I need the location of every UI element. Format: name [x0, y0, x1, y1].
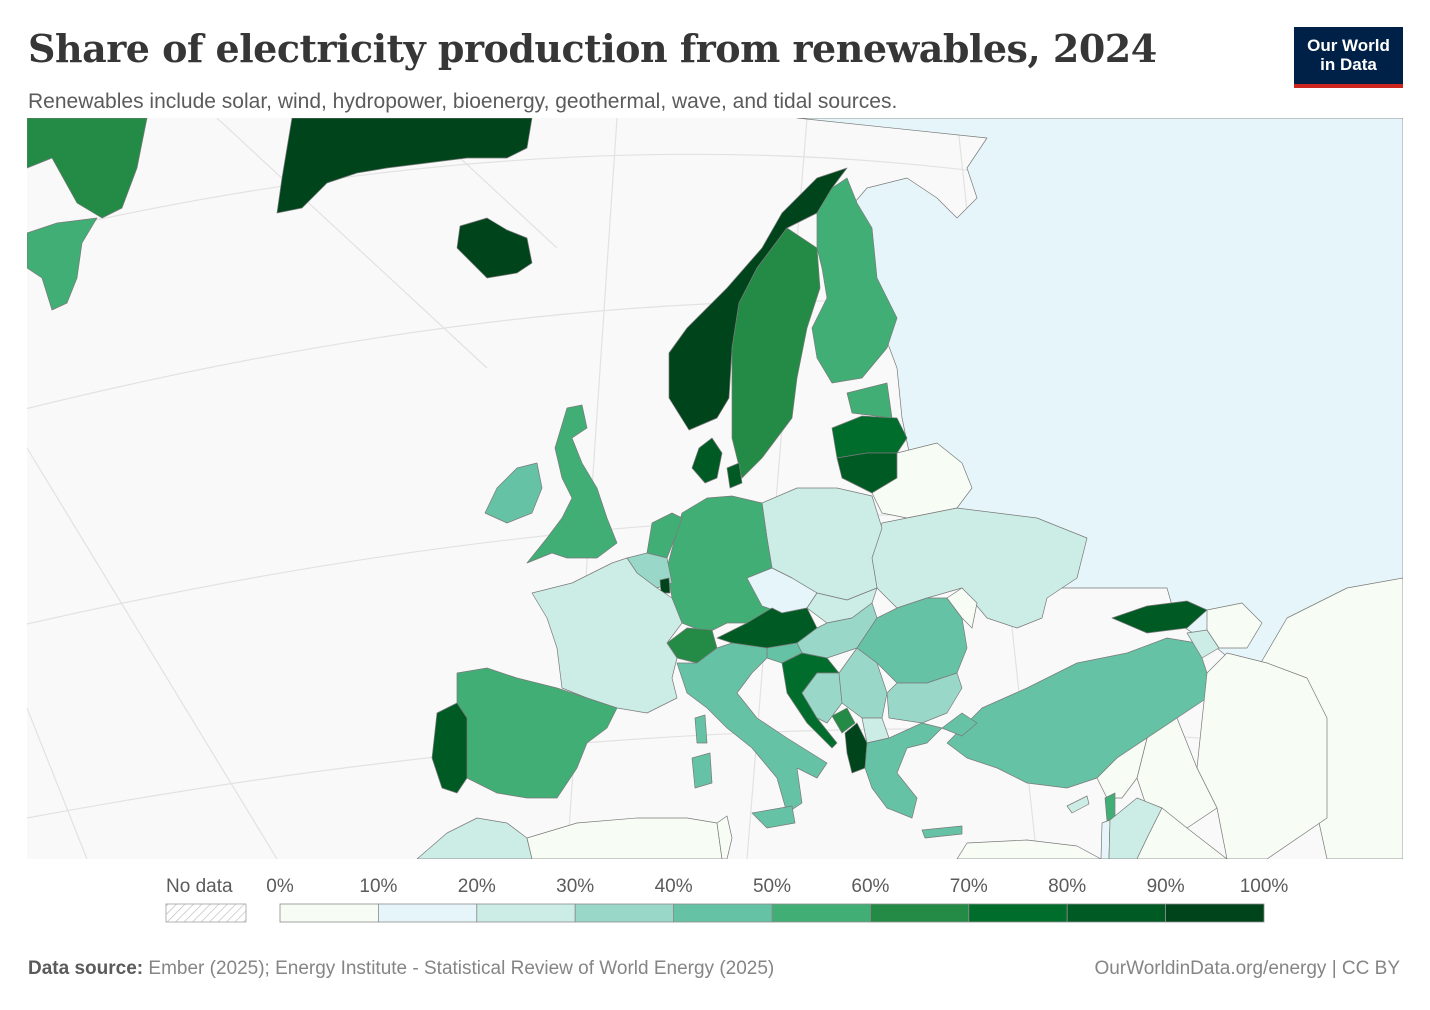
source-url-link[interactable]: OurWorldinData.org/energy | CC BY — [1094, 958, 1400, 979]
region-norway[interactable] — [668, 167, 848, 431]
region-saudi-arabia[interactable] — [1136, 807, 1228, 859]
region-crete[interactable] — [921, 825, 963, 839]
region-montenegro[interactable] — [831, 707, 856, 734]
region-tunisia[interactable] — [716, 815, 733, 859]
region-italy[interactable] — [676, 642, 828, 814]
legend-bin-swatch[interactable] — [870, 903, 970, 923]
region-romania[interactable] — [856, 597, 968, 684]
legend-bin-swatch[interactable] — [1165, 903, 1265, 923]
legend-tick-label: 100% — [1240, 876, 1289, 897]
chart-title: Share of electricity production from ren… — [28, 26, 1157, 71]
legend-no-data-swatch — [165, 903, 247, 923]
region-ireland[interactable] — [484, 462, 543, 524]
region-bulgaria[interactable] — [886, 672, 963, 724]
legend-bin-swatch[interactable] — [968, 903, 1068, 923]
legend-bin-swatch[interactable] — [673, 903, 773, 923]
data-source-text: Ember (2025); Energy Institute - Statist… — [148, 958, 775, 979]
map-legend: No data 0% 10% 20% 30% 40% 50% 60% 70% 80% 90% 100… — [165, 876, 1289, 923]
region-germany[interactable] — [666, 495, 773, 634]
region-finland[interactable] — [811, 177, 898, 384]
region-svalbard[interactable] — [276, 118, 533, 214]
legend-tick-label: 10% — [359, 876, 397, 897]
region-sicily[interactable] — [751, 805, 796, 829]
legend-tick-label: 70% — [950, 876, 988, 897]
region-france[interactable] — [531, 557, 683, 714]
region-israel[interactable] — [1100, 819, 1111, 859]
region-azerbaijan[interactable] — [1206, 602, 1263, 649]
legend-tick-label: 60% — [851, 876, 889, 897]
region-iceland[interactable] — [456, 217, 533, 279]
legend-bin-swatch[interactable] — [771, 903, 871, 923]
region-morocco[interactable] — [416, 817, 533, 859]
legend-bin-swatch[interactable] — [377, 903, 478, 923]
legend-tick-label: 20% — [458, 876, 496, 897]
region-greenland-south[interactable] — [27, 217, 98, 311]
region-sweden[interactable] — [731, 227, 821, 479]
data-source: Data source: Ember (2025); Energy Instit… — [28, 958, 774, 980]
region-egypt[interactable] — [956, 839, 1102, 859]
region-moldova[interactable] — [946, 587, 978, 629]
region-turkey-thrace[interactable] — [941, 712, 978, 737]
legend-bin-swatch[interactable] — [1066, 903, 1166, 923]
region-uk[interactable] — [526, 404, 618, 564]
region-ukraine[interactable] — [871, 507, 1088, 629]
legend-tick-label: 80% — [1048, 876, 1086, 897]
legend-bin-swatch[interactable] — [574, 903, 675, 923]
owid-logo[interactable]: Our World in Data — [1294, 27, 1403, 88]
region-corsica[interactable] — [694, 714, 708, 744]
legend-tick-label: 50% — [753, 876, 791, 897]
region-greece[interactable] — [864, 722, 943, 819]
logo-line-2: in Data — [1320, 55, 1377, 74]
region-denmark-zealand[interactable] — [726, 462, 743, 489]
region-cyprus[interactable] — [1066, 795, 1090, 814]
region-luxembourg[interactable] — [659, 577, 671, 594]
legend-tick-label: 0% — [266, 876, 294, 897]
region-sardinia[interactable] — [691, 752, 713, 789]
region-iraq[interactable] — [1136, 717, 1218, 829]
region-denmark[interactable] — [691, 437, 723, 484]
legend-tick-label: 90% — [1147, 876, 1185, 897]
legend-bin-swatch[interactable] — [279, 903, 379, 923]
legend-tick-label: 30% — [556, 876, 594, 897]
data-source-label: Data source: — [28, 958, 144, 979]
europe-choropleth-map[interactable] — [27, 118, 1403, 859]
legend-no-data-label: No data — [166, 876, 233, 897]
chart-subtitle: Renewables include solar, wind, hydropow… — [28, 90, 898, 113]
region-portugal[interactable] — [431, 702, 468, 794]
legend-bin-swatch[interactable] — [476, 903, 576, 923]
region-greenland[interactable] — [27, 118, 148, 219]
legend-tick-label: 40% — [655, 876, 693, 897]
region-turkey[interactable] — [946, 637, 1208, 789]
logo-line-1: Our World — [1307, 36, 1390, 55]
